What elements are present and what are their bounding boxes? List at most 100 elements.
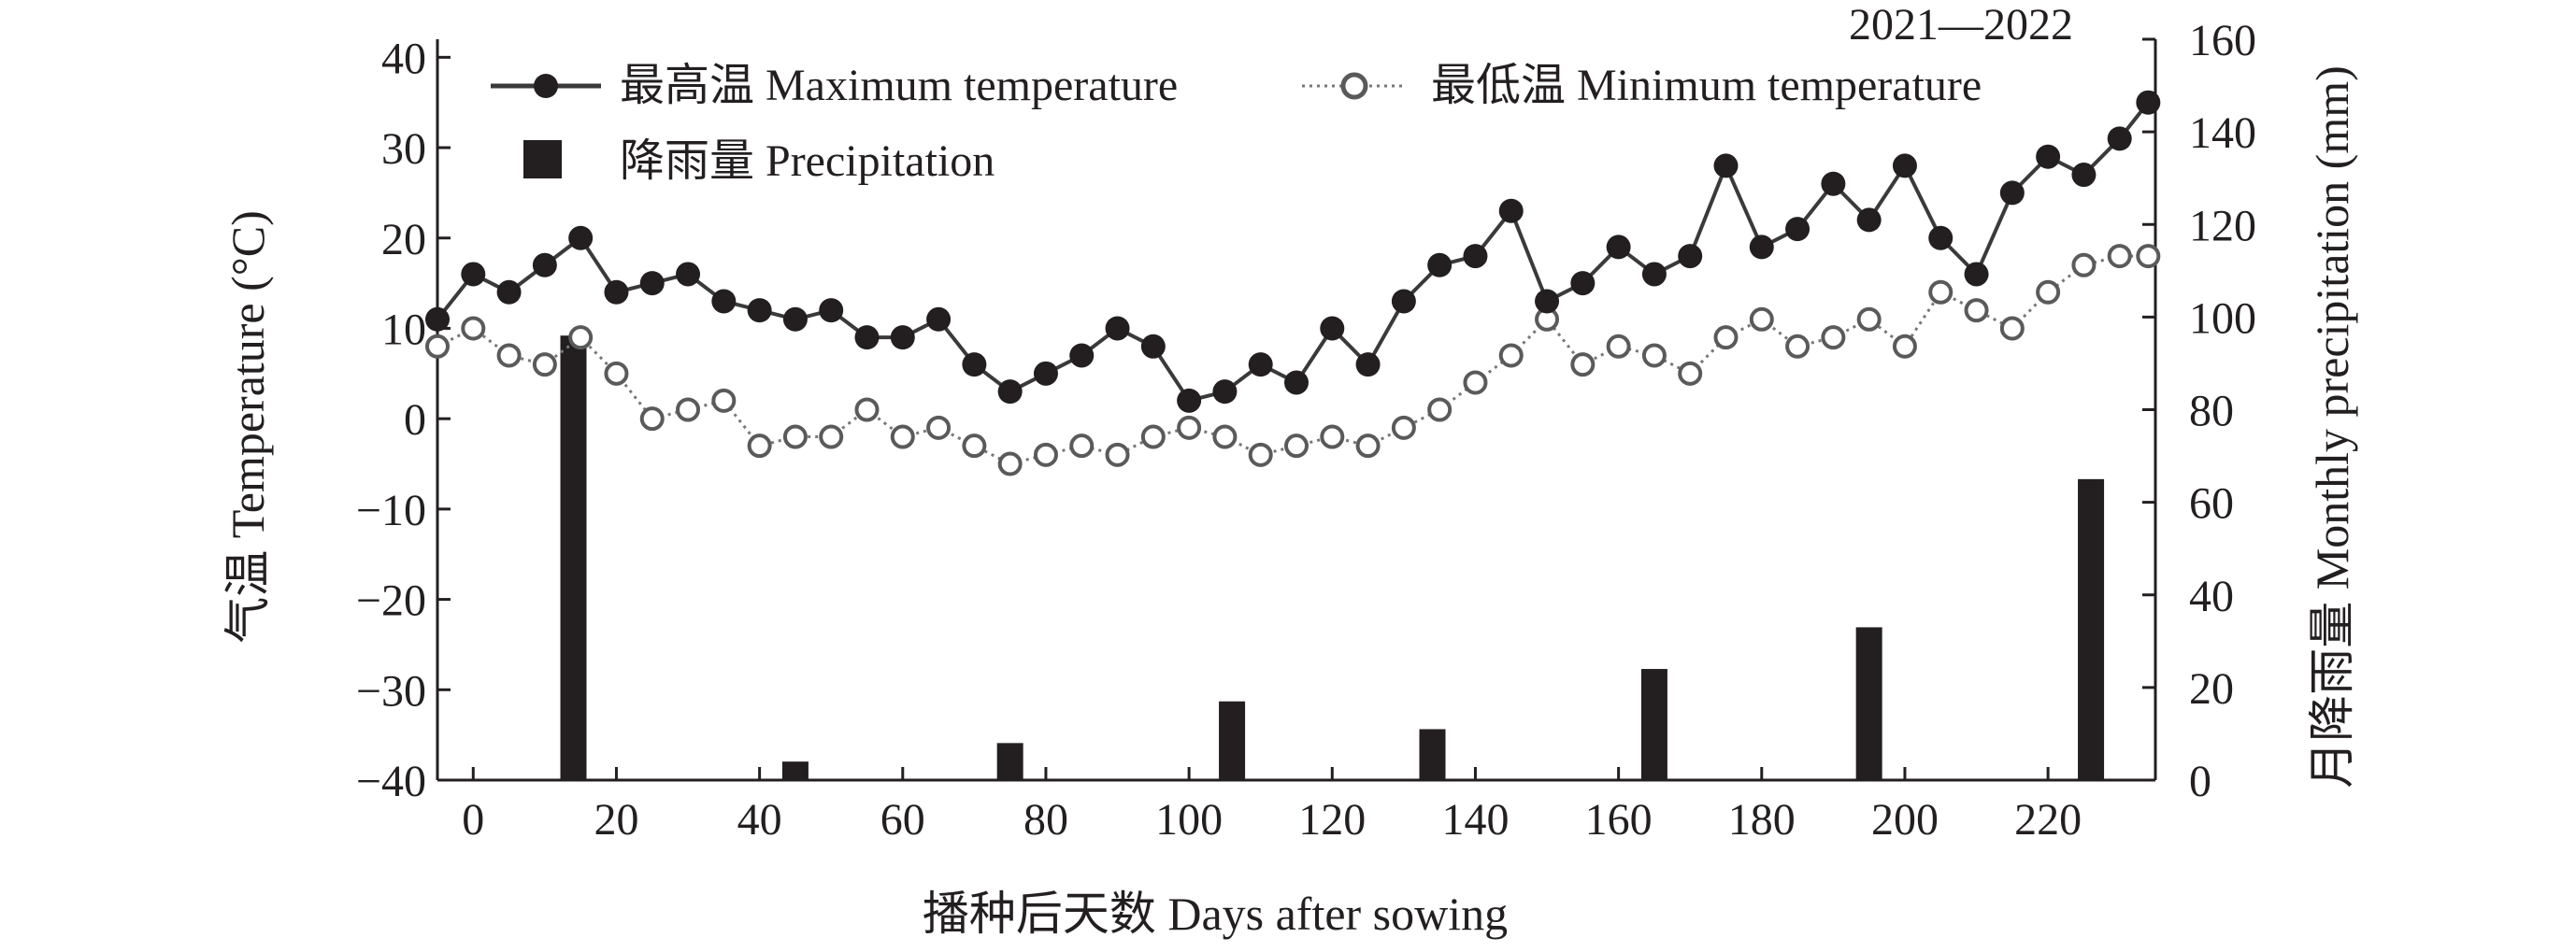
max-temperature-point — [1498, 198, 1524, 223]
max-temperature-point — [1355, 352, 1381, 377]
right-y-tick-label: 60 — [2189, 479, 2234, 529]
max-temperature-point — [711, 289, 737, 314]
max-temperature-point — [1821, 171, 1846, 196]
left-y-tick-label: 10 — [381, 305, 426, 354]
precipitation-bar — [1640, 669, 1667, 780]
min-temperature-point — [747, 433, 772, 459]
max-temperature-point — [1641, 262, 1667, 287]
max-temperature-point — [1177, 388, 1202, 413]
min-temperature-point — [532, 352, 557, 377]
min-temperature-point — [1355, 433, 1381, 459]
min-temperature-point — [1785, 334, 1810, 359]
max-temperature-point — [1284, 370, 1309, 395]
left-y-tick-label: −30 — [356, 666, 426, 716]
precipitation-bars — [560, 335, 2105, 780]
min-temperature-point — [1999, 316, 2025, 341]
max-temperature-point — [496, 279, 522, 305]
min-temperature-point — [2136, 244, 2161, 269]
x-axis-title: 播种后天数 Days after sowing — [923, 888, 1508, 940]
max-temperature-point — [1999, 180, 2025, 206]
min-temperature-point — [926, 415, 952, 440]
max-temperature-point — [782, 306, 808, 332]
min-temperature-point — [1964, 298, 1989, 323]
left-y-tick-label: 20 — [381, 215, 426, 264]
min-temperature-point — [1463, 370, 1488, 395]
max-temperature-point — [2136, 90, 2161, 115]
precipitation-bar — [2078, 478, 2105, 780]
legend-precip-swatch-icon — [523, 140, 562, 178]
left-y-tick-label: −20 — [356, 576, 426, 626]
max-temperature-point — [1535, 289, 1560, 314]
right-y-axis-title: 月降雨量 Monthly precipitation (mm) — [2306, 65, 2358, 789]
legend-precip-label: 降雨量 Precipitation — [620, 136, 995, 186]
x-tick-label: 200 — [1871, 795, 1939, 845]
precipitation-bar — [560, 335, 587, 780]
min-temperature-point — [782, 424, 808, 449]
max-temperature-point — [532, 252, 557, 277]
max-temperature-point — [1892, 153, 1917, 178]
max-temperature-point — [461, 262, 486, 287]
x-tick-label: 120 — [1298, 795, 1366, 845]
right-y-axis-ticks: 160 140 120 100 80 60 40 20 0 — [2142, 16, 2256, 806]
max-temperature-point — [1391, 289, 1416, 314]
x-tick-label: 140 — [1441, 795, 1509, 845]
min-temperature-point — [1892, 334, 1917, 359]
min-temperature-point — [1320, 424, 1345, 449]
left-y-tick-label: 30 — [381, 124, 426, 174]
min-temperature-point — [1606, 334, 1631, 359]
min-temperature-point — [1856, 306, 1882, 332]
x-axis-ticks: 0 20 40 60 80 100 120 140 160 180 200 220 — [462, 767, 2082, 845]
right-y-tick-label: 140 — [2189, 108, 2256, 158]
legend-max-marker-icon — [534, 74, 558, 98]
min-temperature-point — [1749, 306, 1774, 332]
legend-item-precip: 降雨量 Precipitation — [523, 136, 995, 186]
min-temperature-point — [2107, 244, 2132, 269]
max-temperature-point — [2071, 163, 2097, 188]
min-temperature-point — [1570, 352, 1596, 377]
max-temperature-point — [1427, 252, 1453, 277]
max-temperature-point — [962, 352, 987, 377]
max-temperature-point — [568, 225, 594, 250]
max-temperature-point — [1964, 262, 1989, 287]
precipitation-bar — [996, 743, 1023, 780]
min-temperature-series — [425, 244, 2161, 476]
min-temperature-point — [568, 325, 594, 350]
min-temperature-point — [1928, 279, 1953, 305]
max-temperature-point — [1570, 271, 1596, 296]
min-temperature-point — [1212, 424, 1238, 449]
max-temperature-point — [1212, 379, 1238, 405]
max-temperature-point — [997, 379, 1023, 405]
x-tick-label: 0 — [462, 795, 484, 845]
legend-item-max: 最高温 Maximum temperature — [491, 61, 1178, 110]
legend-item-min: 最低温 Minimum temperature — [1302, 61, 1982, 110]
left-y-axis-ticks: 40 30 20 10 0 −10 −20 −30 −40 — [356, 34, 451, 806]
min-temperature-point — [997, 451, 1023, 476]
right-y-tick-label: 80 — [2189, 387, 2234, 436]
max-temperature-point — [2036, 144, 2061, 169]
max-temperature-point — [1785, 217, 1810, 242]
legend: 最高温 Maximum temperature 最低温 Minimum temp… — [491, 61, 1982, 186]
min-temperature-point — [425, 334, 450, 359]
right-y-tick-label: 160 — [2189, 16, 2256, 65]
max-temperature-point — [890, 325, 915, 350]
right-y-tick-label: 120 — [2189, 201, 2256, 250]
max-temperature-point — [639, 271, 665, 296]
max-temperature-point — [1463, 244, 1488, 269]
max-temperature-point — [1606, 234, 1631, 260]
max-temperature-point — [1069, 343, 1095, 368]
min-temperature-point — [1498, 343, 1524, 368]
x-tick-label: 220 — [2014, 795, 2082, 845]
min-temperature-point — [1391, 415, 1416, 440]
left-y-tick-label: 40 — [381, 34, 426, 83]
min-temperature-point — [1177, 415, 1202, 440]
left-y-axis-title: 气温 Temperature (°C) — [222, 210, 274, 644]
x-tick-label: 80 — [1023, 795, 1068, 845]
precipitation-bar — [1219, 701, 1246, 780]
x-tick-label: 100 — [1155, 795, 1223, 845]
min-temperature-point — [819, 424, 844, 449]
min-temperature-point — [1427, 397, 1453, 422]
precipitation-bar — [781, 761, 809, 780]
min-temperature-point — [1678, 361, 1703, 386]
